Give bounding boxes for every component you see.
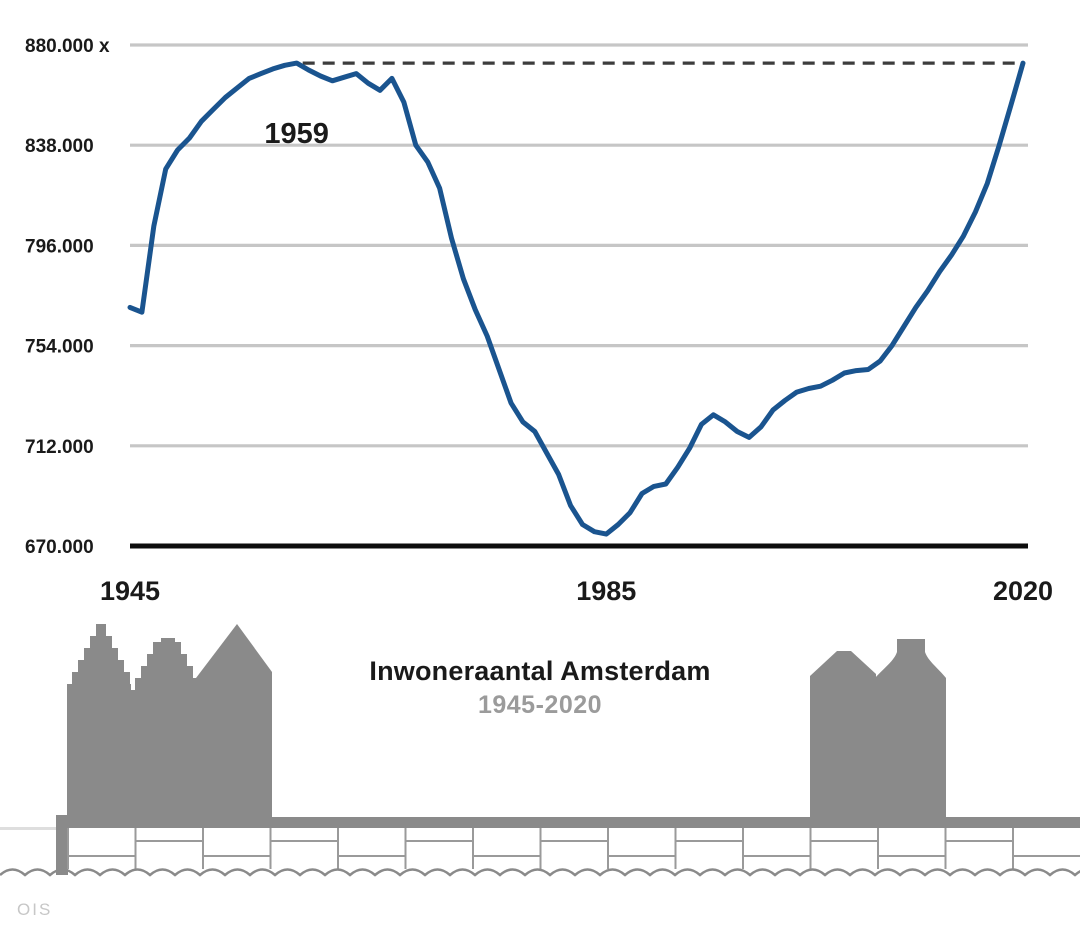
population-series-line [127,60,1026,537]
chart-plot-area: 880.000 x 838.000 796.000 754.000 712.000 670… [25,36,1053,606]
x-tick-label: 2020 [993,576,1053,606]
canal-house-stepped-gable-2-icon [129,638,201,822]
canal-house-spout-gable-icon [196,624,272,822]
peak-year-annotation: 1959 [264,118,329,150]
y-tick-label: 670.000 [25,537,94,558]
source-label: OIS [17,900,53,919]
canal-house-right-1-icon [810,651,876,822]
water-wave [0,868,1080,877]
y-tick-label: 754.000 [25,337,94,358]
y-tick-label: 712.000 [25,437,94,458]
quay-edge-left-line [0,827,56,830]
chart-title: Inwoneraantal Amsterdam [369,656,711,686]
x-tick-label: 1945 [100,576,160,606]
amsterdam-skyline-illustration [0,624,1080,877]
x-tick-label: 1985 [576,576,636,606]
bollard [56,815,68,875]
y-tick-label: 838.000 [25,136,94,157]
y-tick-label: 796.000 [25,236,94,257]
canal-house-stepped-gable-1-icon [67,624,131,822]
canal-house-bell-gable-icon [875,639,946,822]
chart-subtitle: 1945-2020 [477,691,603,719]
quay-bar [68,817,1080,828]
quay-wall-bricks [67,828,1080,869]
y-tick-label: 880.000 x [25,36,110,57]
